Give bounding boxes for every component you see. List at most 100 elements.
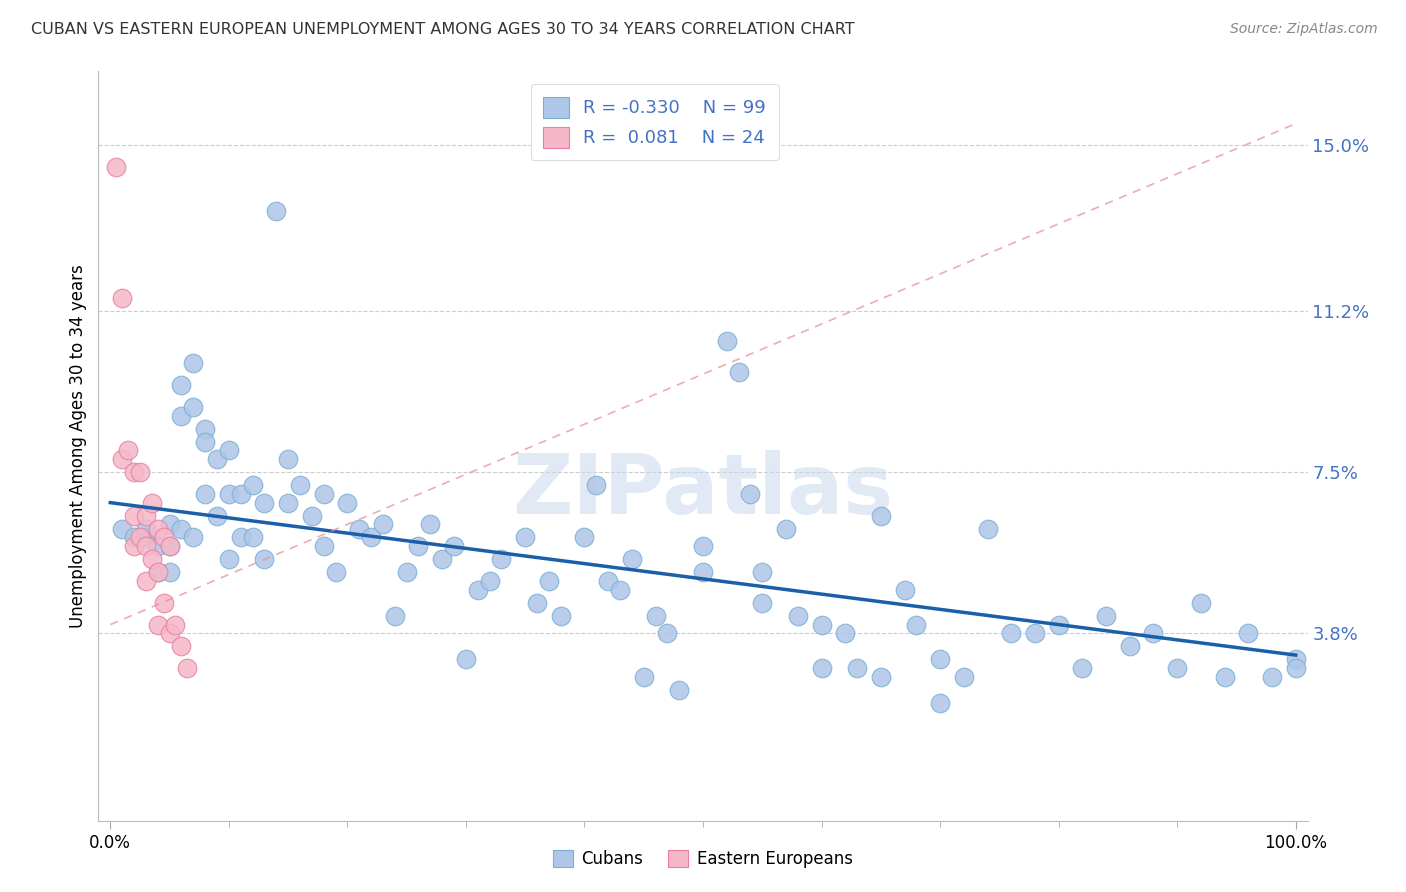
Point [135,574,157,588]
Point [574,531,596,545]
Point [122,508,145,523]
Point [347,522,370,536]
Point [122,531,145,545]
Point [1237,626,1260,640]
Point [869,508,891,523]
Point [657,626,679,640]
Text: CUBAN VS EASTERN EUROPEAN UNEMPLOYMENT AMONG AGES 30 TO 34 YEARS CORRELATION CHA: CUBAN VS EASTERN EUROPEAN UNEMPLOYMENT A… [31,22,855,37]
Point [1095,608,1118,623]
Point [775,522,797,536]
Point [122,539,145,553]
Point [905,617,928,632]
Point [633,670,655,684]
Point [786,608,808,623]
Point [1285,652,1308,666]
Point [176,661,198,675]
Point [692,539,714,553]
Point [751,596,773,610]
Point [312,539,335,553]
Point [478,574,501,588]
Point [159,626,181,640]
Point [218,487,240,501]
Point [194,434,217,449]
Point [146,566,169,580]
Point [467,582,489,597]
Point [253,552,276,566]
Point [1119,640,1142,654]
Point [1261,670,1284,684]
Point [277,495,299,509]
Point [194,487,217,501]
Point [111,291,134,305]
Point [111,452,134,467]
Point [135,531,157,545]
Point [312,487,335,501]
Point [152,531,174,545]
Point [205,508,228,523]
Point [952,670,974,684]
Point [111,522,134,536]
Point [869,670,891,684]
Point [1285,661,1308,675]
Point [181,356,204,370]
Point [170,409,193,423]
Point [181,531,204,545]
Point [229,487,252,501]
Point [117,443,139,458]
Point [277,452,299,467]
Point [1142,626,1164,640]
Point [288,478,311,492]
Point [159,539,181,553]
Point [205,452,228,467]
Point [668,682,690,697]
Point [384,608,406,623]
Point [526,596,548,610]
Point [135,539,157,553]
Point [716,334,738,349]
Legend: Cubans, Eastern Europeans: Cubans, Eastern Europeans [547,843,859,875]
Point [122,465,145,479]
Point [159,566,181,580]
Point [443,539,465,553]
Point [159,539,181,553]
Point [1213,670,1236,684]
Point [253,495,276,509]
Point [598,574,620,588]
Point [146,522,169,536]
Point [371,517,394,532]
Legend: R = -0.330    N = 99, R =  0.081    N = 24: R = -0.330 N = 99, R = 0.081 N = 24 [530,84,779,161]
Point [810,661,832,675]
Point [644,608,666,623]
Point [181,400,204,414]
Point [810,617,832,632]
Point [408,539,430,553]
Point [218,443,240,458]
Text: ZIPatlas: ZIPatlas [513,450,893,532]
Point [454,652,477,666]
Point [170,522,193,536]
Point [135,522,157,536]
Point [105,160,128,174]
Point [1047,617,1070,632]
Point [1071,661,1094,675]
Point [550,608,572,623]
Point [229,531,252,545]
Point [129,465,152,479]
Point [419,517,441,532]
Point [336,495,359,509]
Point [537,574,560,588]
Point [585,478,607,492]
Point [1024,626,1046,640]
Point [152,596,174,610]
Point [242,531,264,545]
Point [170,640,193,654]
Point [846,661,869,675]
Point [165,617,187,632]
Point [360,531,382,545]
Point [740,487,762,501]
Point [170,378,193,392]
Point [146,539,169,553]
Point [194,421,217,435]
Point [976,522,998,536]
Point [893,582,915,597]
